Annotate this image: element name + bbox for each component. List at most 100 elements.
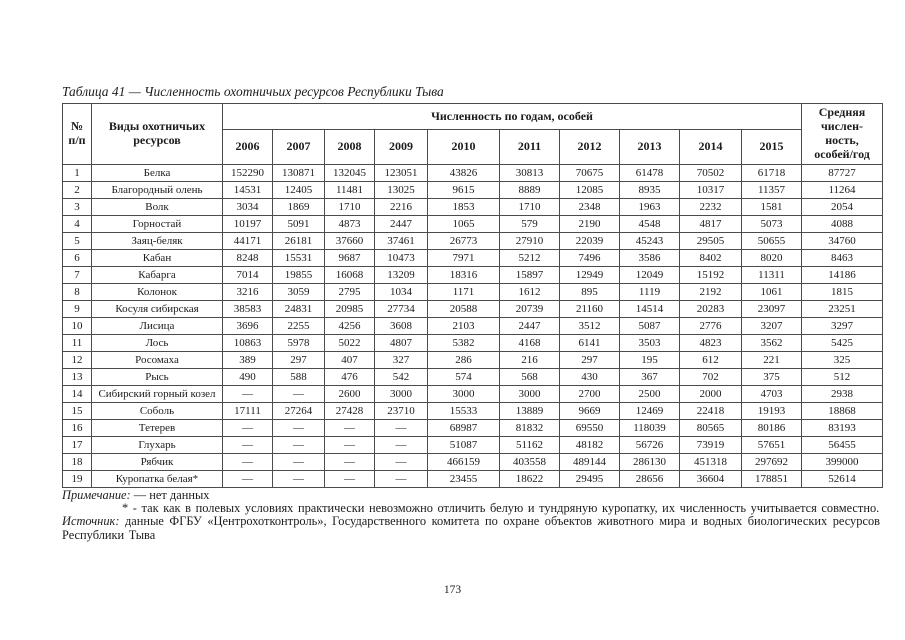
value-cell: 12949 <box>559 266 620 284</box>
value-cell: 48182 <box>559 436 620 454</box>
value-cell: 1171 <box>427 283 500 301</box>
value-cell: 579 <box>499 215 560 233</box>
value-cell: 29505 <box>679 232 742 250</box>
value-cell: 466159 <box>427 453 500 471</box>
value-cell: 2192 <box>679 283 742 301</box>
value-cell: — <box>272 453 325 471</box>
value-cell: 2232 <box>679 198 742 216</box>
value-cell: 476 <box>324 368 375 386</box>
value-cell: 5022 <box>324 334 375 352</box>
table-row: 18 Рябчик — — — —466159 403558 489144 286130 4513… <box>62 453 883 471</box>
average-cell: 56455 <box>801 436 883 454</box>
table-row: 5 Заяц-беляк 44171 26181 37660 37461 26773 2791… <box>62 232 883 250</box>
value-cell: 15897 <box>499 266 560 284</box>
value-cell: 286 <box>427 351 500 369</box>
value-cell: 2190 <box>559 215 620 233</box>
value-cell: 327 <box>374 351 428 369</box>
value-cell: 20739 <box>499 300 560 318</box>
table-row: 16 Тетерев — — — —68987 81832 69550 118039 80565 8… <box>62 419 883 437</box>
header-year-2015: 2015 <box>741 129 802 165</box>
page-number: 173 <box>443 584 462 596</box>
species-cell: Кабан <box>91 249 223 267</box>
value-cell: 4548 <box>619 215 680 233</box>
value-cell: 20985 <box>324 300 375 318</box>
row-num-cell: 1 <box>62 164 92 182</box>
value-cell: 3586 <box>619 249 680 267</box>
value-cell: 13889 <box>499 402 560 420</box>
table-row: 4 Горностай 10197 5091 4873 2447 1065 579 2190 45… <box>62 215 883 233</box>
average-cell: 52614 <box>801 470 883 488</box>
value-cell: 12049 <box>619 266 680 284</box>
row-num-cell: 19 <box>62 470 92 488</box>
species-cell: Горностай <box>91 215 223 233</box>
value-cell: — <box>272 385 325 403</box>
value-cell: 8935 <box>619 181 680 199</box>
header-year-2006: 2006 <box>222 129 273 165</box>
species-cell: Лось <box>91 334 223 352</box>
value-cell: 80565 <box>679 419 742 437</box>
value-cell: 10473 <box>374 249 428 267</box>
value-cell: 27428 <box>324 402 375 420</box>
value-cell: 20283 <box>679 300 742 318</box>
value-cell: 3503 <box>619 334 680 352</box>
value-cell: 4823 <box>679 334 742 352</box>
header-years-group: Численность по годам, особей <box>222 103 802 130</box>
value-cell: 297 <box>272 351 325 369</box>
value-cell: 1034 <box>374 283 428 301</box>
value-cell: 45243 <box>619 232 680 250</box>
value-cell: — <box>222 419 273 437</box>
average-cell: 8463 <box>801 249 883 267</box>
group-header-row: № п/п Виды охотничьих ресурсов Численнос… <box>62 103 883 165</box>
value-cell: 22039 <box>559 232 620 250</box>
row-num-cell: 3 <box>62 198 92 216</box>
value-cell: 3512 <box>559 317 620 335</box>
value-cell: 4703 <box>741 385 802 403</box>
average-cell: 2938 <box>801 385 883 403</box>
table-row: 15 Соболь 17111 27264 27428 23710 15533 13889 96… <box>62 402 883 420</box>
table-row: 10 Лисица 3696 2255 4256 3608 2103 2447 3512 5087… <box>62 317 883 335</box>
value-cell: 2700 <box>559 385 620 403</box>
value-cell: 4807 <box>374 334 428 352</box>
value-cell: — <box>222 436 273 454</box>
value-cell: 3000 <box>499 385 560 403</box>
row-num-cell: 9 <box>62 300 92 318</box>
value-cell: 70502 <box>679 164 742 182</box>
value-cell: 588 <box>272 368 325 386</box>
value-cell: 28656 <box>619 470 680 488</box>
value-cell: 1869 <box>272 198 325 216</box>
species-cell: Рысь <box>91 368 223 386</box>
average-cell: 83193 <box>801 419 883 437</box>
value-cell: 2103 <box>427 317 500 335</box>
value-cell: 7971 <box>427 249 500 267</box>
value-cell: 56726 <box>619 436 680 454</box>
average-cell: 11264 <box>801 181 883 199</box>
value-cell: 61478 <box>619 164 680 182</box>
value-cell: — <box>222 453 273 471</box>
row-num-cell: 16 <box>62 419 92 437</box>
average-cell: 4088 <box>801 215 883 233</box>
value-cell: 26773 <box>427 232 500 250</box>
value-cell: 574 <box>427 368 500 386</box>
value-cell: 18316 <box>427 266 500 284</box>
value-cell: 216 <box>499 351 560 369</box>
table-row: 14 Сибирский горный козел — —2600 3000 3000 30… <box>62 385 883 403</box>
value-cell: 152290 <box>222 164 273 182</box>
value-cell: 489144 <box>559 453 620 471</box>
species-cell: Заяц-беляк <box>91 232 223 250</box>
table-notes: Примечание: — нет данных * - так как в п… <box>62 488 882 542</box>
value-cell: 30813 <box>499 164 560 182</box>
value-cell: 19193 <box>741 402 802 420</box>
average-cell: 399000 <box>801 453 883 471</box>
value-cell: — <box>324 419 375 437</box>
species-cell: Благородный олень <box>91 181 223 199</box>
value-cell: 3059 <box>272 283 325 301</box>
header-year-2014: 2014 <box>679 129 742 165</box>
value-cell: 123051 <box>374 164 428 182</box>
value-cell: 1581 <box>741 198 802 216</box>
value-cell: 4817 <box>679 215 742 233</box>
value-cell: 50655 <box>741 232 802 250</box>
value-cell: — <box>324 470 375 488</box>
value-cell: 178851 <box>741 470 802 488</box>
value-cell: 15531 <box>272 249 325 267</box>
value-cell: 26181 <box>272 232 325 250</box>
